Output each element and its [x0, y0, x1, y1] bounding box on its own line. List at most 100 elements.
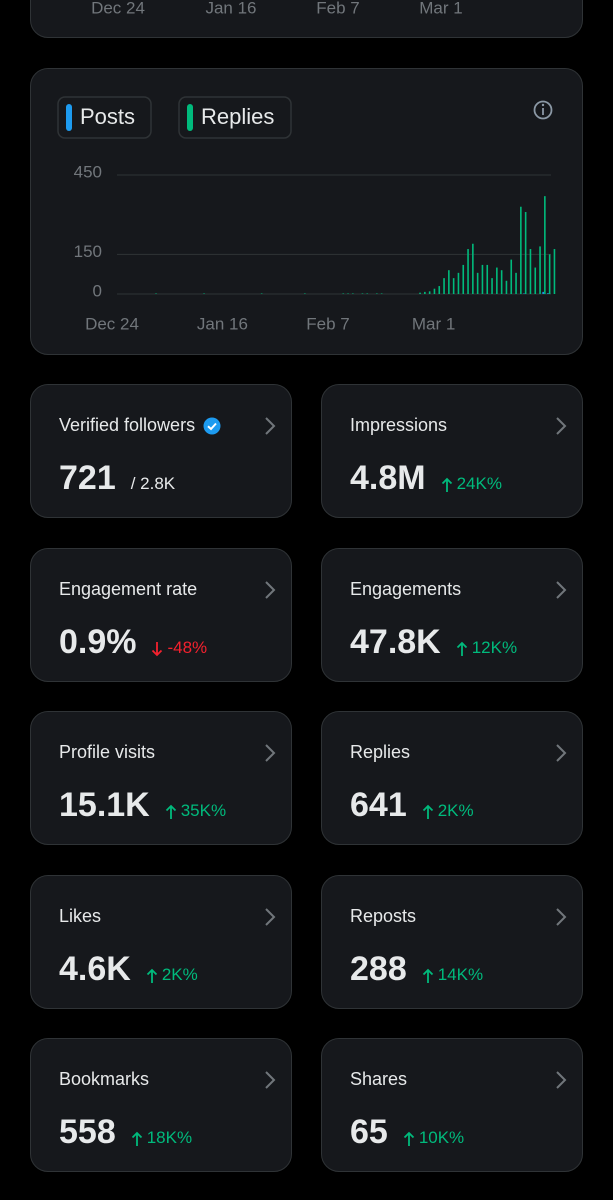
metric-label: Engagements — [350, 578, 462, 599]
bar — [520, 206, 522, 294]
metric-label: Replies — [350, 742, 411, 762]
metric-change: 35K% — [180, 801, 227, 820]
bar — [544, 196, 546, 294]
chevron-path — [556, 907, 567, 926]
trend-arrow — [165, 804, 176, 819]
bar — [438, 286, 441, 294]
bar — [472, 243, 474, 294]
bar — [534, 267, 537, 294]
metric-label: Shares — [350, 1069, 408, 1089]
info-icon[interactable] — [533, 100, 553, 120]
metric-card[interactable]: Verified followers 721 / 2.8K — [30, 384, 292, 518]
bar — [467, 249, 469, 294]
chevron-path — [556, 417, 567, 435]
metric-value: 4.6K — [59, 949, 131, 988]
trend-arrow — [152, 641, 163, 656]
trend-arrow — [441, 477, 452, 492]
chevron-path — [265, 744, 276, 762]
chevron — [265, 1071, 276, 1089]
x-tick-label: Mar 1 — [412, 314, 455, 333]
bar — [496, 267, 498, 294]
bar — [462, 264, 465, 294]
metric-value: 0.9% — [59, 622, 137, 661]
bar — [515, 272, 517, 294]
trend-arrow — [146, 968, 157, 983]
bar — [376, 293, 378, 294]
bar — [548, 254, 551, 294]
x-tick-label: Jan 16 — [197, 314, 248, 333]
metric-card[interactable]: Impressions 4.8M 24K% — [321, 384, 583, 518]
trend-arrow-path — [152, 641, 163, 656]
y-tick-label: 0 — [93, 281, 102, 300]
trend-arrow — [422, 804, 433, 819]
x-tick-label: Dec 24 — [85, 314, 139, 333]
metric-change: -48% — [167, 637, 208, 657]
top-x-label: Feb 7 — [316, 0, 359, 17]
chevron — [556, 580, 567, 599]
metric-change: 24K% — [456, 474, 502, 493]
metric-card[interactable]: Profile visits 15.1K 35K% — [30, 711, 292, 845]
top-x-label: Mar 1 — [419, 0, 462, 17]
metric-label: Profile visits — [59, 742, 156, 762]
bar — [380, 293, 383, 294]
badge-check — [207, 422, 217, 431]
chevron — [556, 1071, 567, 1089]
x-tick-label: Feb 7 — [306, 314, 349, 333]
y-tick-label: 150 — [74, 242, 102, 261]
bar — [529, 249, 532, 294]
bar — [542, 291, 544, 294]
bar — [448, 270, 450, 294]
legend-label: Posts — [80, 104, 135, 129]
bar — [476, 272, 479, 294]
info-icon-dot — [541, 103, 545, 107]
bar — [203, 293, 205, 294]
badge-bg — [203, 417, 221, 435]
legend-item[interactable] — [178, 96, 292, 139]
metric-change: 10K% — [418, 1128, 465, 1147]
metric-card[interactable]: Bookmarks 558 18K% — [30, 1038, 292, 1172]
bar — [523, 293, 525, 294]
metric-value: 47.8K — [350, 622, 441, 661]
metric-card[interactable]: Reposts 288 14K% — [321, 874, 583, 1009]
bar — [347, 293, 349, 294]
chevron — [556, 744, 567, 762]
chevron — [556, 907, 567, 926]
metric-card[interactable]: Engagements 47.8K 12K% — [321, 547, 583, 682]
chevron — [265, 417, 276, 435]
metric-value: 721 — [59, 459, 116, 497]
bar — [419, 292, 421, 294]
bar — [352, 293, 354, 294]
legend-swatch — [187, 104, 193, 131]
bar — [547, 293, 549, 294]
metric-card[interactable]: Shares 65 10K% — [321, 1038, 583, 1172]
bar — [424, 291, 426, 294]
bar — [361, 293, 364, 294]
metric-card[interactable]: Likes 4.6K 2K% — [30, 874, 292, 1009]
metric-label: Impressions — [350, 415, 448, 435]
trend-arrow-path — [422, 968, 433, 983]
chevron-path — [265, 417, 276, 435]
metric-total: / 2.8K — [130, 474, 176, 493]
legend-item[interactable] — [57, 96, 152, 139]
chevron — [265, 907, 276, 926]
chevron-path — [556, 1071, 567, 1089]
metric-value: 15.1K — [59, 786, 150, 824]
chevron-path — [265, 580, 276, 599]
bar — [342, 293, 345, 294]
bar — [524, 212, 527, 294]
chart: Dec 24 Jan 16 Feb 7 Mar 1 Posts Replies 0 150 45… — [57, 0, 556, 333]
chart-card — [30, 68, 583, 355]
chevron-path — [556, 744, 567, 762]
metric-label: Likes — [59, 905, 102, 926]
bar — [486, 264, 489, 294]
metric-change: 2K% — [161, 964, 198, 984]
y-tick-label: 450 — [74, 162, 102, 181]
chevron-path — [265, 907, 276, 926]
bar — [366, 293, 369, 294]
top-card — [30, 0, 583, 38]
metric-card[interactable]: Replies 641 2K% — [321, 711, 583, 845]
metric-change: 14K% — [437, 964, 484, 984]
bar — [457, 272, 460, 294]
trend-arrow — [456, 641, 467, 656]
metric-card[interactable]: Engagement rate 0.9% -48% — [30, 547, 292, 682]
